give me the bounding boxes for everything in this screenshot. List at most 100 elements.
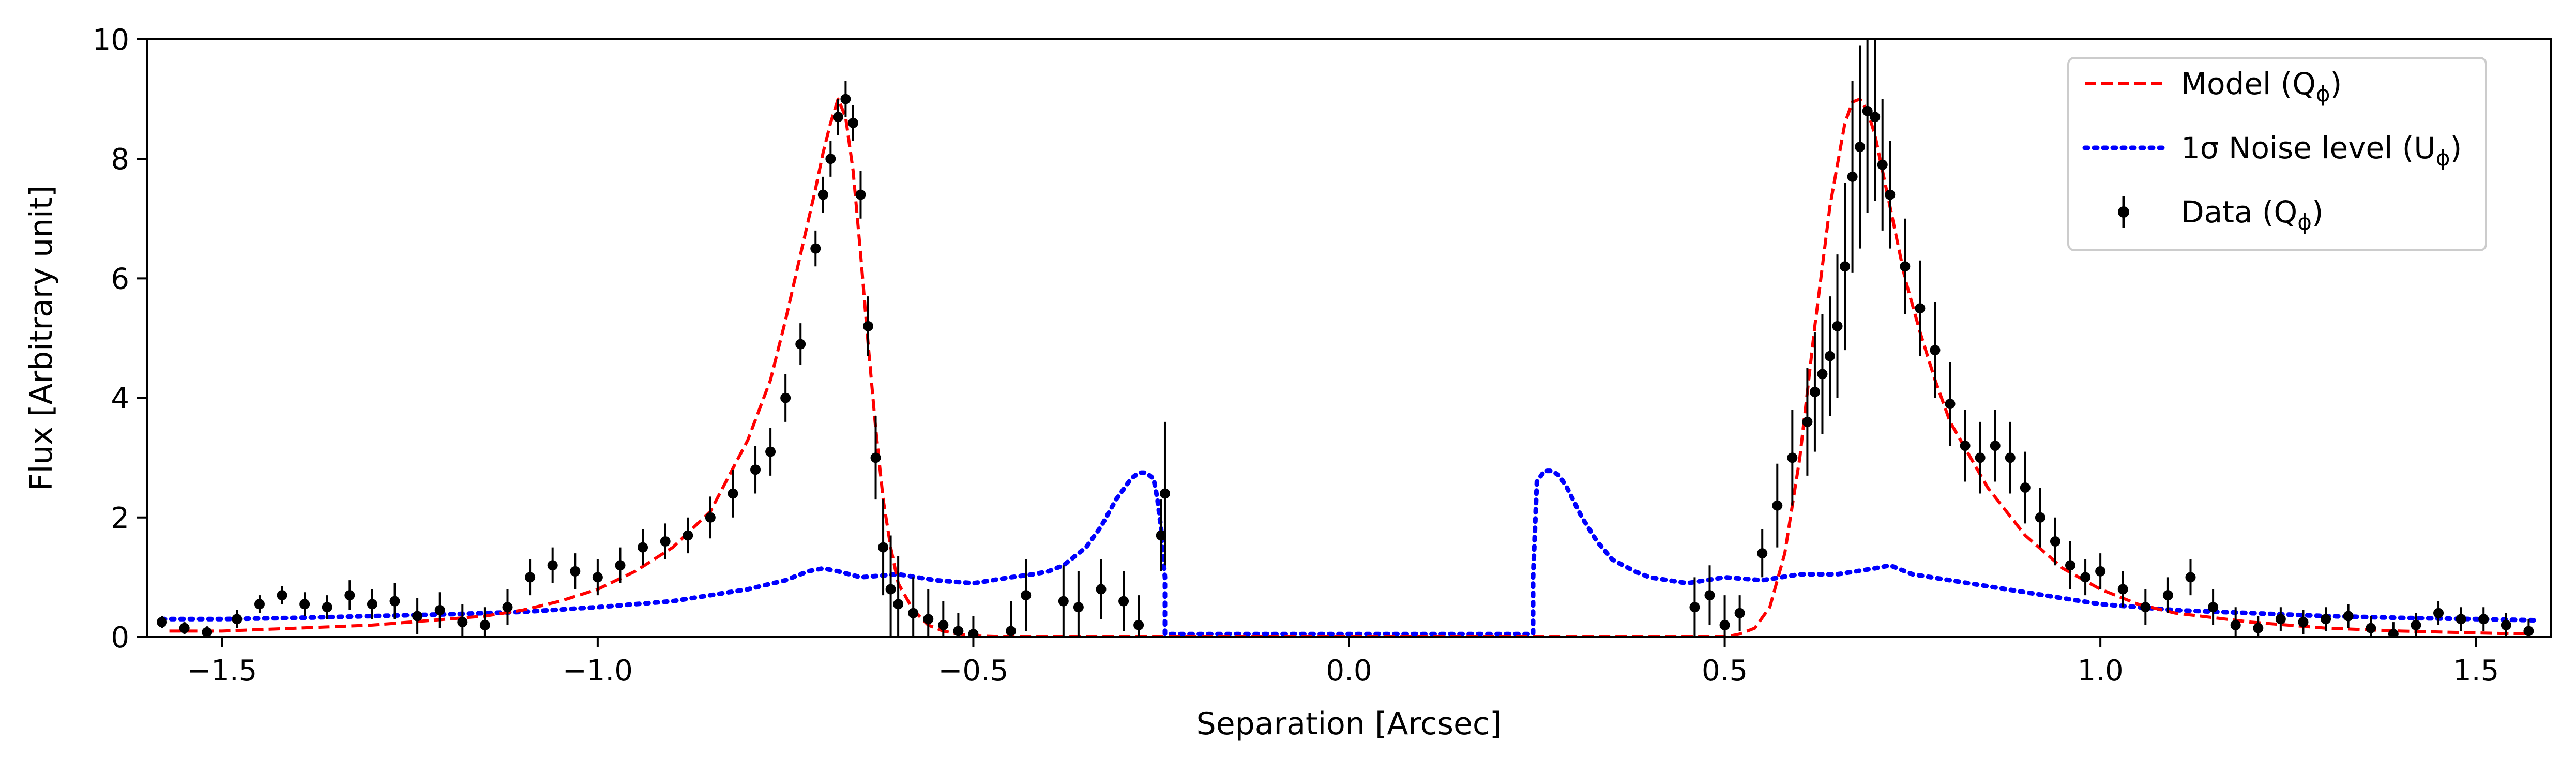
data-point xyxy=(2343,611,2354,622)
data-point xyxy=(2117,584,2128,595)
data-point xyxy=(2230,619,2241,630)
y-tick-label: 10 xyxy=(93,23,129,57)
data-point xyxy=(2050,536,2060,547)
data-point xyxy=(1802,416,1813,427)
legend-box xyxy=(2067,57,2487,251)
data-point xyxy=(615,560,626,571)
data-point xyxy=(1930,345,1941,356)
legend: Model (Qϕ) 1σ Noise level (Uϕ) Data (Qϕ) xyxy=(2067,57,2487,251)
data-point xyxy=(2366,623,2376,633)
y-tick-label: 2 xyxy=(111,502,129,535)
data-point xyxy=(817,189,828,200)
data-point xyxy=(202,627,213,637)
data-point xyxy=(479,619,490,630)
data-point xyxy=(502,602,513,613)
data-point xyxy=(795,339,806,350)
data-point xyxy=(1156,530,1166,541)
data-point xyxy=(1058,596,1069,607)
legend-model-label: Model (Qϕ) xyxy=(2181,66,2342,107)
data-point xyxy=(2208,602,2219,613)
data-point xyxy=(1096,584,1107,595)
x-axis-label: Separation [Arcsec] xyxy=(1196,706,1502,742)
data-point xyxy=(2065,560,2075,571)
data-point xyxy=(2162,590,2173,601)
data-point xyxy=(2275,614,2286,625)
data-point xyxy=(412,611,423,622)
data-point xyxy=(525,572,536,583)
data-point xyxy=(870,452,881,463)
data-point xyxy=(1817,369,1828,380)
data-point xyxy=(2140,602,2151,613)
x-tick-label: 1.0 xyxy=(2078,654,2124,688)
data-point xyxy=(938,619,949,630)
data-point xyxy=(1689,602,1700,613)
data-point xyxy=(893,599,904,610)
y-tick-label: 8 xyxy=(111,143,129,176)
data-point xyxy=(863,321,873,331)
data-point xyxy=(367,599,377,610)
x-axis-ticks: −1.5 −1.0 −0.5 0.0 0.5 1.0 1.5 xyxy=(187,637,2499,688)
series-layer xyxy=(157,39,2539,637)
data-point xyxy=(1862,105,1873,116)
data-point xyxy=(878,542,889,553)
data-point xyxy=(1900,261,1911,272)
data-point xyxy=(1704,590,1715,601)
data-point xyxy=(2020,482,2031,493)
x-tick-label: −0.5 xyxy=(938,654,1008,688)
legend-data-marker xyxy=(2118,206,2129,218)
data-point xyxy=(953,626,964,637)
data-point xyxy=(1975,452,1986,463)
data-point xyxy=(1847,171,1858,182)
data-point xyxy=(2185,572,2196,583)
data-point xyxy=(434,604,445,615)
data-point xyxy=(457,617,468,628)
x-tick-label: −1.0 xyxy=(563,654,633,688)
data-point xyxy=(840,94,851,104)
data-point xyxy=(2388,629,2399,637)
noise-line xyxy=(159,468,2539,637)
y-tick-label: 4 xyxy=(111,382,129,416)
data-point xyxy=(344,590,355,601)
data-point xyxy=(2433,608,2444,618)
x-tick-label: 0.5 xyxy=(1702,654,1748,688)
data-point xyxy=(638,542,648,553)
data-point xyxy=(847,117,858,128)
data-point xyxy=(1772,500,1783,511)
data-point xyxy=(1159,488,1170,499)
data-point xyxy=(2523,626,2534,637)
data-point xyxy=(157,617,168,628)
y-axis-ticks: 0 2 4 6 8 10 xyxy=(93,23,147,655)
data-point xyxy=(2298,617,2309,628)
data-point xyxy=(1945,399,1956,410)
data-point xyxy=(570,566,581,577)
data-point xyxy=(389,596,400,607)
data-point xyxy=(1021,590,1032,601)
data-point xyxy=(254,599,265,610)
legend-noise-label: 1σ Noise level (Uϕ) xyxy=(2181,130,2462,171)
data-point xyxy=(2095,566,2106,577)
data-point xyxy=(825,154,836,164)
x-tick-label: 0.0 xyxy=(1326,654,1372,688)
data-point xyxy=(1832,321,1843,331)
data-point xyxy=(908,608,919,618)
data-point xyxy=(885,584,896,595)
data-point xyxy=(765,446,776,457)
data-point xyxy=(923,614,934,625)
data-point xyxy=(968,629,979,637)
data-point xyxy=(179,623,190,633)
data-point xyxy=(780,392,791,403)
data-point xyxy=(1133,619,1144,630)
data-point xyxy=(810,243,821,254)
data-point xyxy=(2456,614,2466,625)
data-point xyxy=(1960,441,1971,451)
data-point xyxy=(2411,619,2421,630)
data-point xyxy=(299,599,310,610)
data-point xyxy=(2321,614,2331,625)
data-point xyxy=(855,189,866,200)
data-point xyxy=(1118,596,1129,607)
data-point xyxy=(1840,261,1851,272)
data-point xyxy=(2035,512,2045,523)
legend-data-label: Data (Qϕ) xyxy=(2181,194,2324,235)
model-line xyxy=(169,97,2529,637)
